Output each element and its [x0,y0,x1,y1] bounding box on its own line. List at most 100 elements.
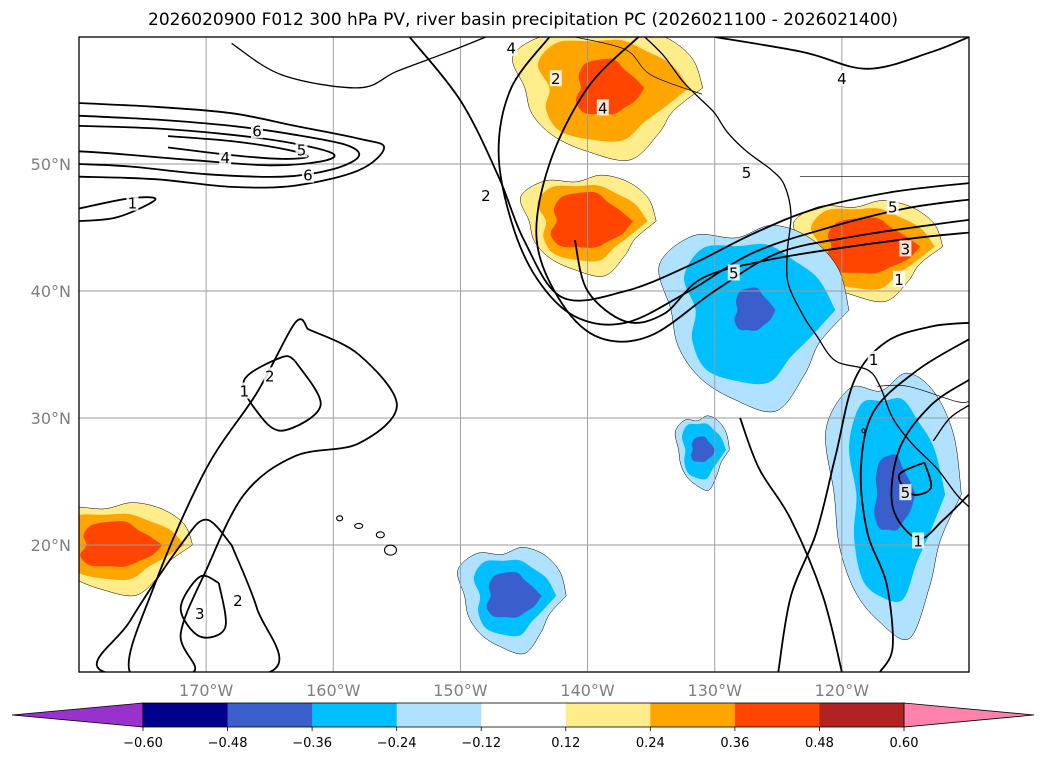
contour-label: 2 [481,187,491,205]
precip-fill-orange-west-pacific-level-3 [80,521,163,567]
precip-region-orange-gulf-alaska [519,174,657,277]
contour-pv-ne-4 [714,37,969,70]
colorbar-swatch [227,703,313,727]
lon-tick-label: 140°W [560,681,615,700]
contour-label: 1 [913,532,923,550]
contour-pv-baja-1 [859,338,969,672]
lon-tick-label: 130°W [688,681,743,700]
contour-label: 4 [598,99,608,117]
contour-label-halo [899,240,912,257]
lon-tick-label: 160°W [306,681,361,700]
island-guadalupe [861,428,866,434]
contour-pv-wave-1 [79,196,157,222]
longitude-tick-labels: 170°W 160°W 150°W 140°W 130°W 120°W [179,681,869,700]
coastline-gulf-california [932,404,969,442]
contour-pv-south-2 [95,518,281,672]
contour-label: 1 [240,383,250,401]
contour-label-halo [263,367,276,384]
precip-fill-blue-central-pacific-level-3 [486,571,542,618]
contour-label-halo [549,70,562,87]
colorbar-tick-label: 0.36 [720,736,749,751]
contour-label-halo [727,264,740,281]
colorbar-tick-label: 0.60 [890,736,919,751]
contour-label: 6 [252,122,262,140]
latitude-tick-labels: 50°N 40°N 30°N 20°N [31,155,71,555]
colorbar-tick-label: 0.12 [551,736,580,751]
pv-contours [79,37,969,672]
colorbar-swatch [396,703,482,727]
contour-label: 2 [265,367,275,385]
contour-label: 4 [507,40,517,58]
precip-fill-blue-east-pacific-level-3 [690,436,716,462]
contour-label-halo [126,194,139,211]
contour-label: 1 [869,351,879,369]
colorbar-swatch [819,703,905,727]
contour-label-halo [193,604,206,621]
colorbar-extend-high [903,702,1035,728]
contour-label: 4 [220,149,230,167]
contour-label: 5 [901,484,911,502]
lat-tick-label: 50°N [31,155,71,174]
colorbar-extend-low [11,702,144,728]
contour-pv-trough-5 [535,37,969,343]
contour-label: 5 [729,264,739,282]
lon-tick-label: 120°W [815,681,870,700]
contour-label-halo [912,532,925,549]
border-alaska-canada [574,37,703,95]
colorbar-tick-label: −0.36 [292,736,332,751]
contour-pv-ring-1 [127,318,398,672]
contour-label: 1 [894,271,904,289]
colorbar-tick-label: −0.12 [461,736,501,751]
island-maui [375,531,385,539]
precip-region-orange-alaska-panhandle [512,37,704,161]
contour-pv-jet-5 [79,125,336,167]
precip-fill-orange-alaska-panhandle-level-3 [575,58,645,115]
gridlines [79,37,969,672]
precip-region-blue-pacific-northwest [658,225,850,413]
contour-label-halo [899,484,912,501]
contour-label: 5 [297,141,307,159]
contour-pv-baja-2 [890,379,969,540]
contour-pv-jet-6 [167,135,309,160]
lon-tick-label: 150°W [433,681,488,700]
border-us-mexico [877,384,969,403]
colorbar-tick-label: 0.24 [636,736,665,751]
colorbar-tick-label: −0.24 [377,736,417,751]
contour-label-halo [835,70,848,87]
precip-region-blue-central-pacific [457,547,567,655]
precip-fill-blue-pacific-northwest-level-3 [734,287,776,331]
contour-pv-baja-outer-b [777,321,969,672]
island-oahu [354,522,364,530]
precip-fill-blue-southwest-us-level-3 [874,454,916,531]
colorbar-swatch [312,703,398,727]
colorbar-swatch [650,703,736,727]
contour-pv-baja-outer [739,417,843,672]
contour-label: 1 [128,195,138,213]
contour-pv-baja-5 [897,461,933,496]
contour-label: 5 [742,164,752,182]
contour-label-halo [596,99,609,116]
map-frame [78,36,970,673]
colorbar: −0.60 −0.48 −0.36 −0.24 −0.12 0.12 0.24 0.36 0.4… [11,702,1035,751]
contour-label-halo [238,382,251,399]
contour-pv-ring-3 [179,574,227,639]
contour-label: 4 [837,70,847,88]
colorbar-swatch [481,703,567,727]
island-kauai [336,515,344,522]
contour-pv-trough-2 [408,37,969,302]
contour-label: 2 [233,592,243,610]
contour-pv-trough-4 [497,37,969,326]
colorbar-tick-label: −0.60 [123,736,163,751]
contour-label-halo [219,148,232,165]
contour-label: 3 [901,240,911,258]
lon-tick-label: 170°W [179,681,234,700]
coastline-alaska [231,37,487,89]
contour-pv-ring-2 [242,355,322,432]
colorbar-swatch [143,703,228,727]
lat-tick-label: 20°N [31,536,71,555]
contour-pv-jet-2 [79,102,385,189]
precip-pc-layer [79,37,962,655]
colorbar-tick-label: −0.48 [208,736,248,751]
lat-tick-label: 40°N [31,282,71,301]
